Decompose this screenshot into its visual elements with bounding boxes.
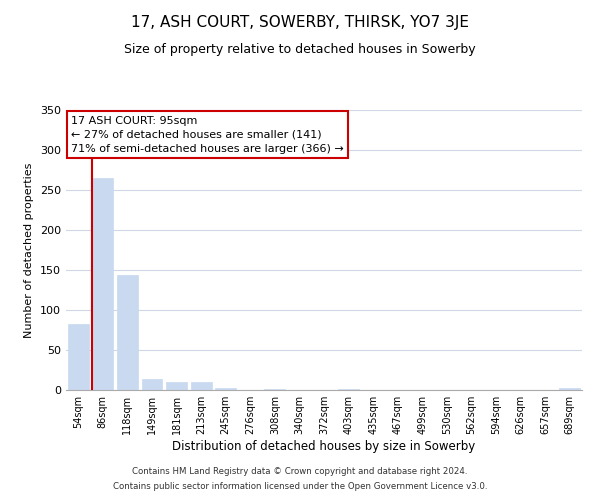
Bar [92, 178, 113, 390]
Text: 17, ASH COURT, SOWERBY, THIRSK, YO7 3JE: 17, ASH COURT, SOWERBY, THIRSK, YO7 3JE [131, 15, 469, 30]
Bar [338, 389, 359, 390]
Bar [142, 379, 163, 390]
Y-axis label: Number of detached properties: Number of detached properties [25, 162, 34, 338]
Text: Size of property relative to detached houses in Sowerby: Size of property relative to detached ho… [124, 42, 476, 56]
Text: Contains HM Land Registry data © Crown copyright and database right 2024.: Contains HM Land Registry data © Crown c… [132, 467, 468, 476]
Bar [117, 275, 138, 390]
Bar [265, 389, 286, 390]
Text: Contains public sector information licensed under the Open Government Licence v3: Contains public sector information licen… [113, 482, 487, 491]
Bar [166, 382, 187, 390]
Bar [68, 324, 89, 390]
X-axis label: Distribution of detached houses by size in Sowerby: Distribution of detached houses by size … [172, 440, 476, 453]
Bar [559, 388, 580, 390]
Bar [191, 382, 212, 390]
Text: 17 ASH COURT: 95sqm
← 27% of detached houses are smaller (141)
71% of semi-detac: 17 ASH COURT: 95sqm ← 27% of detached ho… [71, 116, 344, 154]
Bar [215, 388, 236, 390]
